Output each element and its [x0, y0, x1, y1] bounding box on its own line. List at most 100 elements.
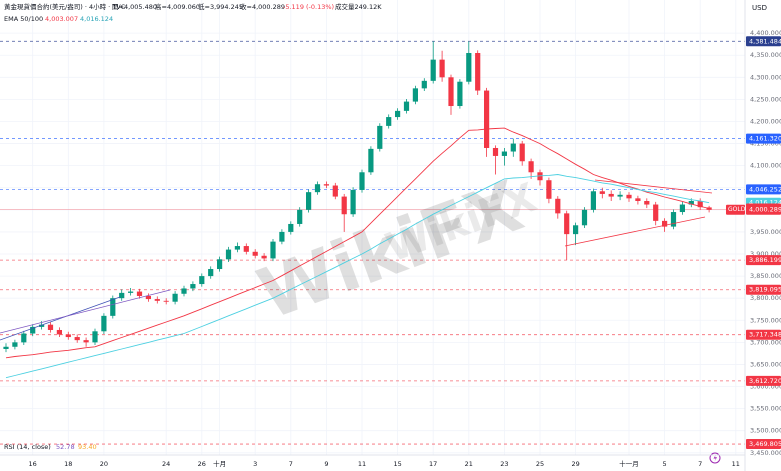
candle-body — [234, 246, 240, 250]
x-tick-label: 25 — [536, 460, 544, 468]
candle-body — [270, 241, 276, 259]
candle-body — [510, 143, 516, 152]
candle-body — [430, 59, 436, 81]
candle-body — [599, 191, 605, 194]
x-tick-label: 5 — [663, 460, 667, 468]
candle-body — [3, 346, 9, 349]
trend-line — [0, 289, 171, 334]
candle-body — [163, 300, 169, 302]
candle-body — [679, 204, 685, 213]
candle-body — [564, 213, 570, 235]
symbol-tag-label: GOLD — [728, 206, 746, 213]
price-tag-label: 3,819.095 — [749, 286, 781, 294]
candle-body — [475, 53, 481, 91]
x-tick-label: 9 — [324, 460, 328, 468]
price-tag — [746, 255, 781, 266]
candle-body — [288, 223, 294, 232]
y-tick-label: 3,700.000 — [750, 338, 781, 346]
candle-body — [670, 212, 677, 227]
alert-icon-bolt — [713, 454, 717, 462]
candle-body — [47, 324, 54, 330]
candle-body — [279, 231, 285, 242]
candle-body — [448, 77, 454, 107]
ema-line — [5, 174, 710, 379]
y-tick-label: 4,200.000 — [750, 117, 781, 125]
alert-icon[interactable] — [709, 452, 721, 464]
candle-body — [217, 259, 223, 270]
time-axis: 16 18 20 24 26 十月 3 7 9 11 15 17 21 23 25 29 十一月 5 7 11 — [29, 459, 740, 468]
price-tag — [746, 133, 781, 144]
symbol-title: 黃金現貨價合約(美元/盎司) · 4小時 · TVC — [4, 2, 126, 11]
candle-body — [492, 147, 499, 156]
x-tick-label: 29 — [571, 460, 579, 468]
y-tick-label: 3,550.000 — [750, 405, 781, 413]
x-tick-label: 十一月 — [619, 459, 639, 468]
candle-body — [181, 288, 187, 294]
candle-body — [377, 125, 383, 149]
candle-body — [128, 291, 134, 293]
candle-body — [386, 117, 392, 126]
candle-body — [243, 246, 249, 252]
candle-body — [421, 80, 427, 89]
ema-label: EMA 50/100 — [4, 15, 43, 23]
x-tick-label: 20 — [100, 460, 108, 468]
candle-body — [154, 299, 160, 301]
y-tick-label: 3,750.000 — [750, 316, 781, 324]
x-tick-label: 21 — [465, 460, 473, 468]
candle-body — [314, 184, 321, 193]
candle-body — [172, 293, 178, 302]
ema-value: 4,003.007 — [45, 15, 78, 23]
trend-line — [0, 296, 121, 341]
trend-line — [564, 216, 706, 247]
candle-body — [653, 204, 659, 221]
rsi-value: 52.78 — [56, 443, 75, 451]
price-tag — [746, 329, 781, 340]
candle-body — [83, 340, 89, 343]
y-tick-label: 4,250.000 — [750, 95, 781, 103]
candle-body — [199, 276, 205, 285]
x-tick-label: 17 — [429, 460, 437, 468]
candle-body — [225, 249, 232, 260]
price-tag — [746, 204, 781, 215]
candle-body — [626, 194, 632, 199]
candle-body — [65, 334, 71, 338]
candle-body — [501, 151, 507, 156]
rsi-label: RSI (14, close) — [4, 443, 51, 451]
x-tick-label: 26 — [198, 460, 206, 468]
candle-body — [341, 196, 347, 215]
rsi-value: 93.40 — [78, 443, 97, 451]
rsi-header: RSI (14, close) 52.78 93.40 — [4, 443, 97, 451]
ohlc-low: 低=3,994.245 — [198, 2, 243, 11]
price-tag-label: 4,016.124 — [749, 199, 781, 207]
candle-body — [30, 326, 36, 334]
candle-body — [697, 200, 703, 208]
y-tick-label: 3,650.000 — [750, 360, 781, 368]
candle-body — [403, 101, 410, 111]
candle-body — [359, 172, 365, 190]
price-tag-label: 3,886.199 — [749, 256, 781, 264]
candle-body — [555, 198, 561, 214]
candle-body — [617, 194, 623, 197]
x-tick-label: 11 — [732, 460, 740, 468]
candle-body — [537, 172, 543, 181]
candle-body — [56, 329, 62, 335]
candle-body — [581, 209, 588, 226]
price-tag — [746, 184, 781, 195]
candle-body — [368, 148, 374, 173]
candle-body — [546, 180, 552, 199]
ema-value: 4,016.124 — [80, 15, 113, 23]
price-tag-label: 3,717.348 — [749, 331, 781, 339]
candle-body — [110, 298, 116, 316]
candle-body — [208, 269, 214, 277]
candle-body — [119, 292, 125, 299]
candle-body — [92, 331, 98, 343]
candle-body — [519, 143, 525, 162]
price-tag — [746, 375, 781, 386]
x-tick-label: 11 — [358, 460, 366, 468]
y-tick-label: 3,900.000 — [750, 250, 781, 258]
ohlc-high: 高=4,009.060 — [155, 2, 200, 11]
candle-body — [688, 200, 694, 205]
x-tick-label: 3 — [253, 460, 257, 468]
y-tick-label: 3,950.000 — [750, 228, 781, 236]
